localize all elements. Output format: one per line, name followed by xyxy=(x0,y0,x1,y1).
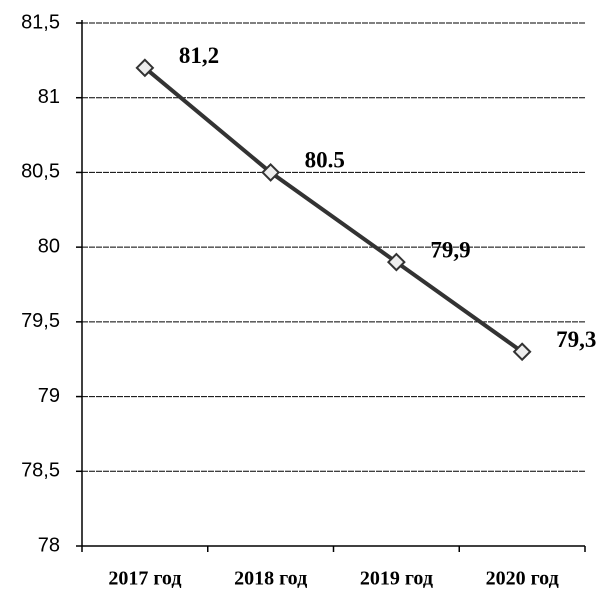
x-tick-label: 2019 год xyxy=(360,568,433,589)
y-tick-label: 78,5 xyxy=(21,460,60,482)
y-tick-label: 78 xyxy=(38,534,60,556)
y-tick-label: 81,5 xyxy=(21,11,60,33)
y-tick-label: 81 xyxy=(38,86,60,108)
line xyxy=(143,66,524,354)
y-tick-label: 80 xyxy=(38,235,60,257)
data-label: 79,9 xyxy=(430,237,470,262)
data-label: 81,2 xyxy=(179,43,219,68)
data-label: 80.5 xyxy=(305,148,345,173)
marker xyxy=(386,252,406,272)
marker xyxy=(512,342,532,362)
data-label: 79,3 xyxy=(556,327,596,352)
marker xyxy=(261,163,281,182)
y-tick-label: 79 xyxy=(38,385,60,407)
marker xyxy=(135,58,155,78)
x-tick-label: 2017 год xyxy=(108,568,181,589)
y-tick-label: 80,5 xyxy=(21,161,60,183)
x-tick-label: 2020 год xyxy=(486,568,559,589)
y-tick-label: 79,5 xyxy=(21,310,60,332)
x-tick-label: 2018 год xyxy=(234,568,307,589)
